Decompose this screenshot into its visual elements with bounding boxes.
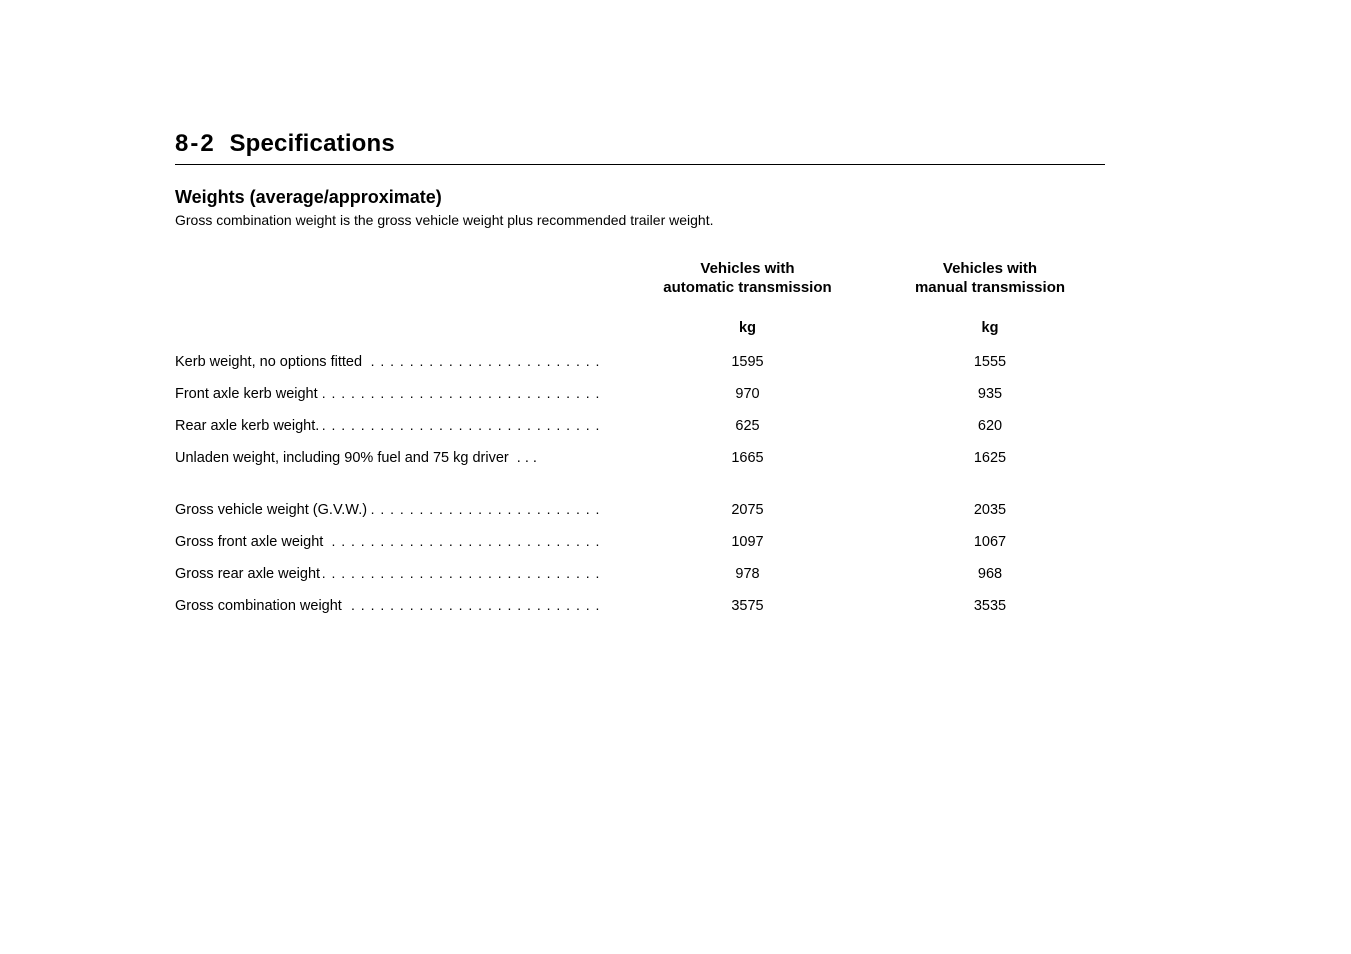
row-label: Unladen weight, including 90% fuel and 7… (175, 450, 620, 466)
row-value-manual: 1625 (875, 450, 1105, 466)
row-value-automatic: 970 (620, 386, 875, 402)
row-value-automatic: 1097 (620, 534, 875, 550)
row-label: Front axle kerb weight (175, 386, 620, 402)
row-value-manual: 1555 (875, 354, 1105, 370)
row-value-manual: 3535 (875, 598, 1105, 614)
row-value-manual: 968 (875, 566, 1105, 582)
unit-row: kg kg (175, 320, 1105, 336)
column-header-manual-line2: manual transmission (915, 279, 1065, 296)
section-rule (175, 164, 1105, 165)
unit-row-empty (175, 320, 620, 336)
row-value-automatic: 2075 (620, 502, 875, 518)
row-value-manual: 935 (875, 386, 1105, 402)
column-header-manual-line1: Vehicles with (943, 260, 1037, 277)
row-value-automatic: 1665 (620, 450, 875, 466)
subsection-title: Weights (average/approximate) (175, 187, 1231, 208)
table-group-gap (175, 482, 1105, 502)
row-value-manual: 2035 (875, 502, 1105, 518)
weights-table: Vehicles with automatic transmission Veh… (175, 260, 1105, 614)
table-row: Gross front axle weight 1097 1067 (175, 534, 1105, 550)
row-value-automatic: 625 (620, 418, 875, 434)
subsection-note: Gross combination weight is the gross ve… (175, 212, 1231, 228)
table-row: Front axle kerb weight 970 935 (175, 386, 1105, 402)
column-header-automatic: Vehicles with automatic transmission (620, 260, 875, 298)
table-row: Gross rear axle weight 978 968 (175, 566, 1105, 582)
row-value-automatic: 1595 (620, 354, 875, 370)
row-label: Gross vehicle weight (G.V.W.) (175, 502, 620, 518)
table-row: Unladen weight, including 90% fuel and 7… (175, 450, 1105, 466)
row-label: Rear axle kerb weight. (175, 418, 620, 434)
row-label: Kerb weight, no options fitted (175, 354, 620, 370)
row-value-manual: 620 (875, 418, 1105, 434)
table-row: Kerb weight, no options fitted 1595 1555 (175, 354, 1105, 370)
table-row: Rear axle kerb weight. 625 620 (175, 418, 1105, 434)
unit-manual: kg (875, 320, 1105, 336)
section-heading-text: Specifications (229, 130, 395, 157)
page: 8-2 Specifications Weights (average/appr… (0, 0, 1351, 614)
row-label: Gross front axle weight (175, 534, 620, 550)
section-number: 8-2 (175, 130, 216, 157)
column-header-automatic-line1: Vehicles with (700, 260, 794, 277)
column-header-automatic-line2: automatic transmission (663, 279, 831, 296)
table-header-row: Vehicles with automatic transmission Veh… (175, 260, 1105, 298)
row-value-manual: 1067 (875, 534, 1105, 550)
section-title: 8-2 Specifications (175, 130, 1231, 158)
column-header-manual: Vehicles with manual transmission (875, 260, 1105, 298)
row-value-automatic: 978 (620, 566, 875, 582)
row-label: Gross rear axle weight (175, 566, 620, 582)
table-row: Gross combination weight 3575 3535 (175, 598, 1105, 614)
table-row: Gross vehicle weight (G.V.W.) 2075 2035 (175, 502, 1105, 518)
row-value-automatic: 3575 (620, 598, 875, 614)
unit-automatic: kg (620, 320, 875, 336)
row-label: Gross combination weight (175, 598, 620, 614)
table-header-empty (175, 260, 620, 298)
